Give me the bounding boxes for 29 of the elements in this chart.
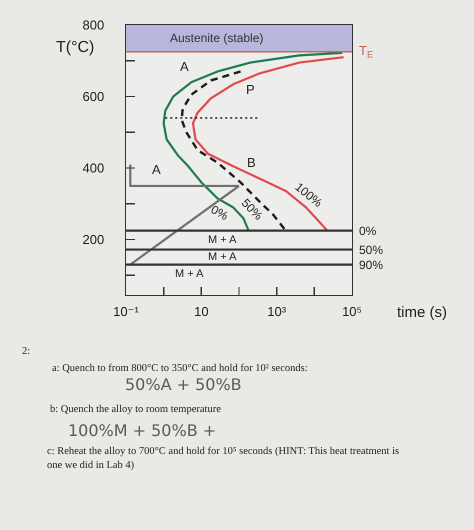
series-label: 90% [359,258,384,272]
y-tick-label: 600 [82,89,104,104]
ref-line-label: T$_{E}$ [359,43,374,60]
x-tick-label: 10³ [267,304,287,319]
annotation: M + A [208,234,238,246]
y-axis-title: T(°C) [56,39,94,56]
text: c: Reheat the alloy to 700°C and hold for 10⁵ seconds (HINT: This heat treatment is one we did in Lab 4) [47,445,400,474]
x-tick-label: 10⁻¹ [113,304,140,319]
band-label: Austenite (stable) [170,31,264,45]
x-axis-title: time (s) [397,304,447,321]
text: b: Quench the alloy to room temperature [50,403,221,417]
text: a: Quench to from 800°C to 350°C and hold for 10² seconds: [52,362,308,376]
annotation: M + A [175,268,204,280]
series-label: 50% [359,243,384,257]
text: 2: [22,345,30,359]
series-label: 0% [359,224,377,238]
annotation: A [152,162,161,177]
annotation: M + A [208,251,238,263]
text: 100%M + 50%B + [68,420,216,442]
text: 50%A + 50%B [125,374,242,396]
x-tick-label: 10 [194,304,209,319]
x-tick-label: 10⁵ [342,304,362,319]
annotation: B [247,155,256,170]
text: 0% [208,202,231,224]
annotation: A [180,59,189,74]
y-tick-label: 200 [82,232,104,248]
y-tick-label: 400 [82,160,104,176]
y-tick-label: 800 [82,18,104,33]
annotation: P [246,82,255,97]
